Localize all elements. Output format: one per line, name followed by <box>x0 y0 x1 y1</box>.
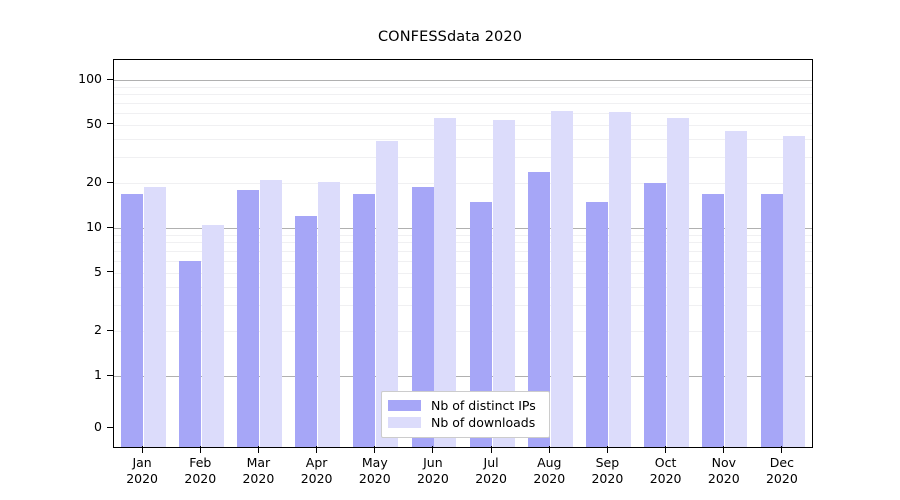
y-tick-label: 50 <box>86 115 102 131</box>
gridline-minor <box>114 250 812 252</box>
y-tick-label: 5 <box>94 263 102 279</box>
bar-distinct-ips <box>120 193 143 447</box>
x-tick-label: Nov 2020 <box>707 455 740 486</box>
x-tick-label: May 2020 <box>358 455 391 486</box>
bar-distinct-ips <box>353 193 376 447</box>
legend-label-downloads: Nb of downloads <box>431 415 536 430</box>
chart-legend: Nb of distinct IPs Nb of downloads <box>381 391 550 438</box>
x-tick-label: Feb 2020 <box>184 455 217 486</box>
x-tick-mark <box>374 446 376 453</box>
gridline-minor <box>114 260 812 262</box>
x-tick-mark <box>723 446 725 453</box>
legend-label-ips: Nb of distinct IPs <box>431 398 536 413</box>
bar-downloads <box>318 181 340 447</box>
x-tick-label: Sep 2020 <box>591 455 624 486</box>
bar-distinct-ips <box>760 193 783 447</box>
bar-downloads <box>492 119 515 447</box>
legend-swatch-ips <box>388 400 421 411</box>
bar-downloads <box>434 118 457 447</box>
bar-distinct-ips <box>469 201 492 447</box>
x-tick-label: Oct 2020 <box>649 455 682 486</box>
x-tick-label: Jan 2020 <box>126 455 158 486</box>
bar-distinct-ips <box>411 186 434 447</box>
y-tick-label: 10 <box>86 219 102 234</box>
x-tick-mark <box>316 446 318 453</box>
bar-downloads <box>550 110 573 447</box>
x-tick-label: Jul 2020 <box>475 455 507 486</box>
bar-downloads <box>783 135 806 447</box>
gridline-minor <box>114 138 812 140</box>
gridline-minor <box>114 94 812 96</box>
y-tick-label: 2 <box>94 322 102 338</box>
bar-downloads <box>725 131 748 447</box>
gridline-major <box>114 80 812 81</box>
bar-distinct-ips <box>178 260 201 447</box>
gridline-minor <box>114 331 812 333</box>
bar-downloads <box>143 186 166 447</box>
legend-entry-downloads: Nb of downloads <box>388 414 543 431</box>
bar-downloads <box>667 118 689 447</box>
chart-title: CONFESSdata 2020 <box>377 29 523 45</box>
gridline-minor <box>114 272 812 274</box>
x-tick-mark <box>781 446 783 453</box>
x-tick-mark <box>432 446 434 453</box>
x-tick-mark <box>199 446 201 453</box>
gridline-minor <box>114 86 812 88</box>
gridline-minor <box>114 112 812 114</box>
bar-downloads <box>376 140 399 447</box>
gridline-minor <box>114 286 812 288</box>
bar-distinct-ips <box>295 216 318 447</box>
x-tick-mark <box>257 446 259 453</box>
gridline-minor <box>114 183 812 185</box>
bar-downloads <box>259 180 282 447</box>
x-tick-label: Dec 2020 <box>765 455 798 486</box>
gridline-minor <box>114 102 812 104</box>
gridlines <box>114 60 812 447</box>
gridline-minor <box>114 157 812 159</box>
x-tick-label: Apr 2020 <box>300 455 333 486</box>
bar-distinct-ips <box>586 201 608 447</box>
legend-swatch-downloads <box>388 417 421 428</box>
y-tick-label: 100 <box>78 71 102 86</box>
bar-downloads <box>201 224 224 447</box>
x-tick-mark <box>606 446 608 453</box>
bars-layer <box>114 60 812 447</box>
gridline-minor <box>114 234 812 236</box>
bar-distinct-ips <box>527 171 550 447</box>
x-tick-mark <box>141 446 143 453</box>
plot-area <box>113 59 813 448</box>
bar-distinct-ips <box>702 193 725 447</box>
legend-entry-ips: Nb of distinct IPs <box>388 397 543 414</box>
x-tick-label: Aug 2020 <box>533 455 566 486</box>
gridline-minor <box>114 242 812 244</box>
bar-downloads <box>608 111 631 447</box>
gridline-minor <box>114 305 812 307</box>
bar-distinct-ips <box>644 183 667 447</box>
y-tick-label: 0 <box>94 419 102 434</box>
x-tick-mark <box>665 446 667 453</box>
bar-distinct-ips <box>237 190 259 447</box>
x-tick-label: Jun 2020 <box>416 455 449 486</box>
x-tick-label: Mar 2020 <box>242 455 275 486</box>
gridline-major <box>114 228 812 229</box>
x-tick-mark <box>490 446 492 453</box>
gridline-minor <box>114 124 812 126</box>
gridline-major <box>114 376 812 377</box>
y-tick-label: 20 <box>86 174 102 190</box>
y-tick-label: 1 <box>94 367 102 382</box>
x-tick-mark <box>548 446 550 453</box>
